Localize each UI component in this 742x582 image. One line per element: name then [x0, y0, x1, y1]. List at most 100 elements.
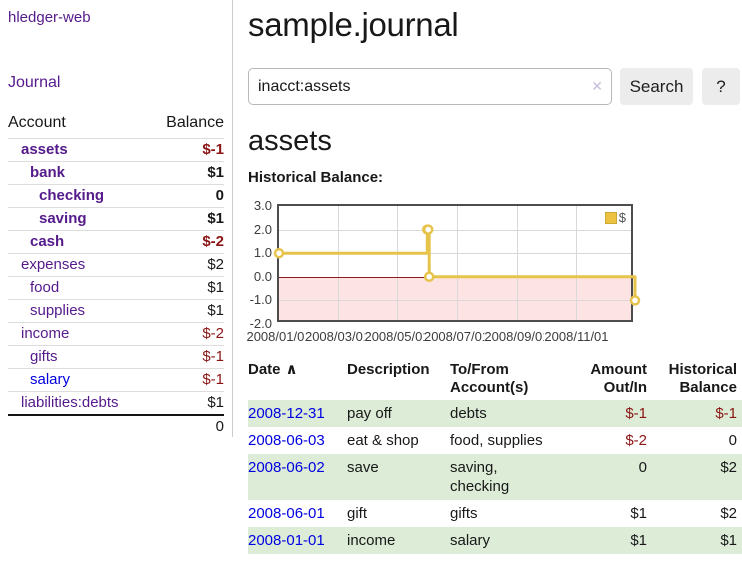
main-content: sample.journal ✕ Search ? assets Histori… — [246, 0, 742, 554]
app-brand-link[interactable]: hledger-web — [8, 9, 91, 26]
clear-search-icon[interactable]: ✕ — [591, 78, 603, 94]
transaction-date-link[interactable]: 2008-06-03 — [248, 432, 325, 449]
search-form: ✕ Search ? — [248, 68, 742, 105]
historical-balance-chart: $ 3.0 2.0 1.0 0.0 -1.0 -2.0 2008/01/01 2008/03/… — [246, 197, 742, 344]
transaction-date-link[interactable]: 2008-06-02 — [248, 459, 325, 476]
accounts-total-value: 0 — [215, 418, 224, 435]
register-header-date[interactable]: Date ∧ — [248, 361, 298, 378]
transaction-historical-balance: $1 — [720, 532, 737, 549]
sidebar-account-liabilities-debts[interactable]: liabilities:debts — [21, 394, 119, 411]
sidebar-account-assets[interactable]: assets — [21, 141, 68, 158]
transaction-description: eat & shop — [347, 432, 419, 449]
horizontal-gridline — [279, 300, 631, 302]
y-axis-tick: -1.0 — [249, 292, 272, 308]
transaction-description: income — [347, 532, 396, 549]
account-balance: $1 — [207, 302, 224, 319]
horizontal-gridline — [279, 229, 631, 231]
y-axis-tick: 2.0 — [253, 221, 272, 237]
accounts-header-account: Account — [8, 114, 66, 131]
vertical-gridline — [397, 206, 399, 320]
y-axis-tick: 0.0 — [253, 268, 272, 284]
y-axis-tick: 1.0 — [253, 245, 272, 261]
register-row: 2008-01-01 income salary $1 $1 — [248, 527, 742, 554]
account-balance: $1 — [207, 164, 224, 181]
accounts-table: Account Balance assets $-1 bank $1 checking 0… — [8, 112, 224, 438]
data-point-marker — [423, 271, 435, 283]
vertical-gridline — [456, 206, 458, 320]
sidebar-account-income[interactable]: income — [21, 325, 70, 342]
account-balance: $1 — [207, 394, 224, 411]
help-button[interactable]: ? — [702, 68, 740, 105]
sidebar-account-expenses[interactable]: expenses — [21, 256, 86, 273]
x-axis-tick: 2008/03/01 — [304, 329, 371, 344]
sidebar-account-gifts[interactable]: gifts — [30, 348, 58, 365]
x-axis-tick: 2008/11/01 — [544, 329, 609, 344]
transaction-accounts: salary — [450, 532, 491, 549]
account-row: income $-2 — [8, 322, 224, 346]
register-header-row: Date ∧ Description To/From Account(s) Amount… — [248, 360, 742, 400]
sidebar-account-cash[interactable]: cash — [30, 233, 65, 250]
legend-swatch — [604, 211, 617, 224]
transaction-description: pay off — [347, 405, 392, 422]
account-row: bank $1 — [8, 161, 224, 185]
chart-legend: $ — [604, 210, 626, 225]
sidebar-account-bank[interactable]: bank — [30, 164, 66, 181]
transaction-historical-balance: $2 — [720, 505, 737, 522]
vertical-gridline — [337, 206, 339, 320]
register-row: 2008-06-03 eat & shop food, supplies $-2 0 — [248, 427, 742, 454]
sidebar-account-saving[interactable]: saving — [39, 210, 87, 227]
account-row: salary $-1 — [8, 368, 224, 392]
account-row: checking 0 — [8, 184, 224, 208]
register-header-description: Description — [347, 361, 430, 378]
register-header-historical-balance: Historical Balance — [668, 361, 737, 396]
vertical-gridline — [576, 206, 578, 320]
account-row: assets $-1 — [8, 138, 224, 162]
x-axis-tick: 2008/01/01 — [246, 329, 312, 344]
vertical-gridline — [516, 206, 518, 320]
transaction-date-link[interactable]: 2008-01-01 — [248, 532, 325, 549]
sidebar-account-food[interactable]: food — [30, 279, 60, 296]
account-row: liabilities:debts $1 — [8, 391, 224, 416]
account-heading: assets — [248, 125, 332, 157]
account-row: saving $1 — [8, 207, 224, 231]
balance-step-line — [273, 224, 641, 306]
transaction-accounts: debts — [450, 405, 487, 422]
transaction-historical-balance: $-1 — [715, 405, 737, 422]
x-axis-tick: 2008/09/01 — [484, 329, 550, 344]
page-title: sample.journal — [248, 6, 459, 43]
account-balance: $1 — [207, 279, 224, 296]
sidebar-account-checking[interactable]: checking — [39, 187, 105, 204]
accounts-header-balance: Balance — [166, 114, 224, 131]
transaction-accounts: saving, checking — [450, 459, 510, 495]
account-balance: 0 — [215, 187, 224, 204]
y-axis-tick: 3.0 — [253, 198, 272, 213]
chart-title: Historical Balance: — [248, 169, 384, 186]
sidebar-account-supplies[interactable]: supplies — [30, 302, 86, 319]
transaction-date-link[interactable]: 2008-06-01 — [248, 505, 325, 522]
sidebar: hledger-web Journal Account Balance asse… — [0, 0, 233, 437]
account-row: gifts $-1 — [8, 345, 224, 369]
search-button[interactable]: Search — [620, 68, 693, 105]
sidebar-item-journal[interactable]: Journal — [8, 74, 61, 91]
data-point-marker — [273, 247, 285, 259]
transaction-description: save — [347, 459, 379, 476]
account-row: food $1 — [8, 276, 224, 300]
transaction-amount: $-2 — [625, 432, 647, 449]
search-input[interactable] — [248, 68, 612, 105]
transaction-amount: $1 — [630, 532, 647, 549]
horizontal-gridline — [279, 253, 631, 255]
account-balance: $-2 — [202, 233, 224, 250]
accounts-header-row: Account Balance — [8, 112, 224, 139]
register-row: 2008-06-01 gift gifts $1 $2 — [248, 500, 742, 527]
sidebar-nav: Journal — [8, 74, 224, 92]
register-table: Date ∧ Description To/From Account(s) Amount… — [248, 360, 742, 554]
account-row: supplies $1 — [8, 299, 224, 323]
x-axis-tick: 2008/07/01 — [423, 329, 490, 344]
sidebar-account-salary[interactable]: salary — [30, 371, 71, 388]
account-row: cash $-2 — [8, 230, 224, 254]
y-axis-tick: -2.0 — [249, 316, 272, 331]
transaction-date-link[interactable]: 2008-12-31 — [248, 405, 325, 422]
account-balance: $2 — [207, 256, 224, 273]
account-balance: $-2 — [202, 325, 224, 342]
account-balance: $1 — [207, 210, 224, 227]
